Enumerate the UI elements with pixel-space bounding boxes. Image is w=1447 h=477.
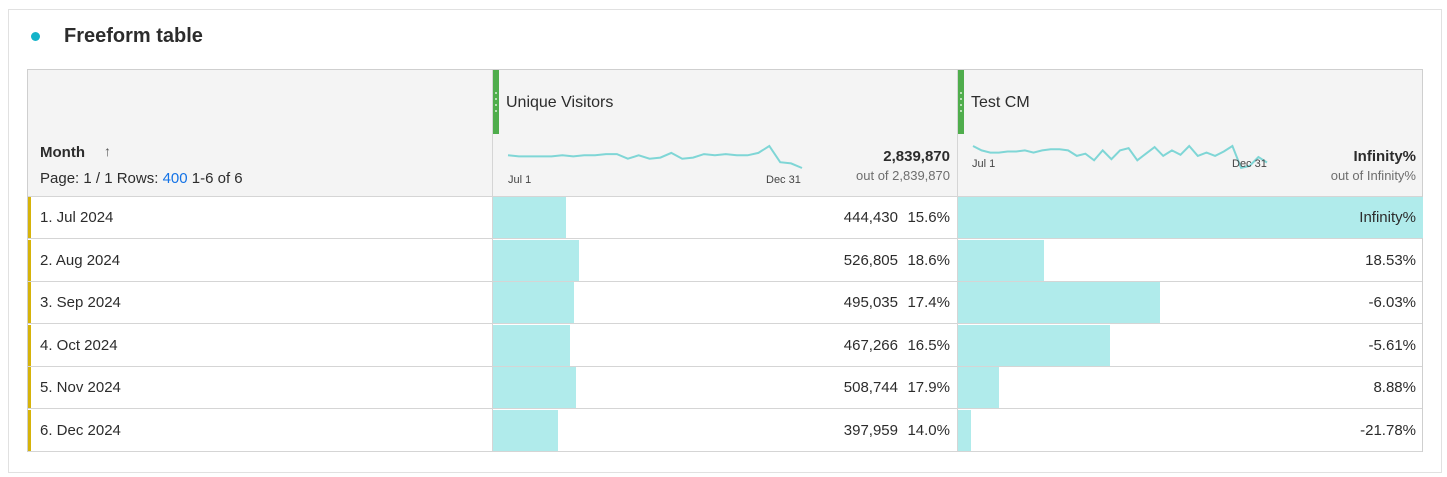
column-divider [957,70,958,451]
uv-bar [493,324,570,366]
cm-value: Infinity% [1359,209,1416,226]
cm-value: -6.03% [1368,294,1416,311]
cm-bar [958,409,971,451]
uv-bar [493,367,576,408]
uv-value: 467,266 [843,336,898,354]
uv-bar [493,409,558,451]
row-accent [28,197,31,238]
uv-percent: 17.9% [907,379,950,396]
table-row[interactable]: 2. Aug 2024 526,805 18.6% 18.53% [28,239,1422,282]
panel-status-dot-icon [31,32,40,41]
sparkline-path [507,144,803,169]
uv-value: 397,959 [843,421,898,439]
column-drag-handle-icon[interactable] [958,70,964,134]
sparkline-path [972,144,1268,170]
uv-value: 495,035 [843,294,898,311]
table-row[interactable]: 4. Oct 2024 467,266 16.5% -5.61% [28,324,1422,367]
column-divider [492,70,493,451]
cm-value: 8.88% [1373,379,1416,396]
uv-bar [493,239,579,281]
panel-title[interactable]: Freeform table [64,25,203,47]
metric-header-test-cm[interactable]: Test CM [971,94,1030,111]
table-row[interactable]: 3. Sep 2024 495,035 17.4% -6.03% [28,282,1422,324]
uv-percent: 15.6% [907,209,950,226]
row-accent [28,324,31,366]
row-dimension-label[interactable]: 6. Dec 2024 [40,421,121,439]
uv-value: 508,744 [843,379,898,396]
row-dimension-label[interactable]: 4. Oct 2024 [40,336,118,354]
freeform-table: Unique Visitors Test CM Month ↑ Page: 1 … [27,69,1423,452]
table-row[interactable]: 6. Dec 2024 397,959 14.0% -21.78% [28,409,1422,452]
metric-header-row: Unique Visitors Test CM [28,70,1422,135]
uv-bar [493,282,574,323]
row-dimension-label[interactable]: 2. Aug 2024 [40,251,121,269]
cm-value: 18.53% [1365,251,1416,269]
row-dimension-label[interactable]: 3. Sep 2024 [40,294,121,311]
row-accent [28,282,31,323]
cm-bar [958,282,1160,323]
uv-percent: 14.0% [907,421,950,439]
row-accent [28,367,31,408]
sparkline-end-label: Dec 31 [766,174,801,186]
row-dimension-label[interactable]: 1. Jul 2024 [40,209,114,226]
sparkline-unique-visitors [507,144,803,169]
row-dimension-label[interactable]: 5. Nov 2024 [40,379,121,396]
table-row[interactable]: 5. Nov 2024 508,744 17.9% 8.88% [28,367,1422,409]
metric-total-sub-unique-visitors: out of 2,839,870 [856,168,950,183]
metric-total-sub-test-cm: out of Infinity% [1330,168,1416,183]
sparkline-end-label: Dec 31 [1232,158,1267,170]
sparkline-start-label: Jul 1 [972,158,996,170]
table-row[interactable]: 1. Jul 2024 444,430 15.6% Infinity% [28,197,1423,239]
cm-bar [958,367,999,408]
uv-bar [493,197,566,238]
uv-value: 444,430 [843,209,898,226]
uv-value: 526,805 [843,251,898,269]
pager-range: 1-6 of 6 [191,170,243,187]
sparkline-start-label: Jul 1 [508,174,532,186]
cm-bar [958,324,1110,366]
sort-ascending-icon[interactable]: ↑ [104,143,111,159]
cm-bar [958,239,1044,281]
rows-per-page-selector[interactable]: 400 [162,170,188,187]
uv-percent: 17.4% [907,294,950,311]
cm-value: -5.61% [1368,336,1416,354]
metric-total-test-cm: Infinity% [1353,148,1417,165]
uv-percent: 18.6% [907,251,950,269]
row-accent [28,409,31,451]
metric-total-unique-visitors: 2,839,870 [883,148,950,165]
pager: Page: 1 / 1 Rows: 400 1-6 of 6 [40,170,243,187]
row-accent [28,239,31,281]
dimension-header-month[interactable]: Month [40,144,85,161]
uv-percent: 16.5% [907,336,950,354]
cm-bar [958,197,1423,238]
cm-value: -21.78% [1360,421,1416,439]
pager-label: Page: 1 / 1 Rows: [40,170,159,187]
metric-header-unique-visitors[interactable]: Unique Visitors [506,94,614,111]
sparkline-test-cm [972,144,1268,170]
summary-header-row [28,134,1422,197]
column-drag-handle-icon[interactable] [493,70,499,134]
